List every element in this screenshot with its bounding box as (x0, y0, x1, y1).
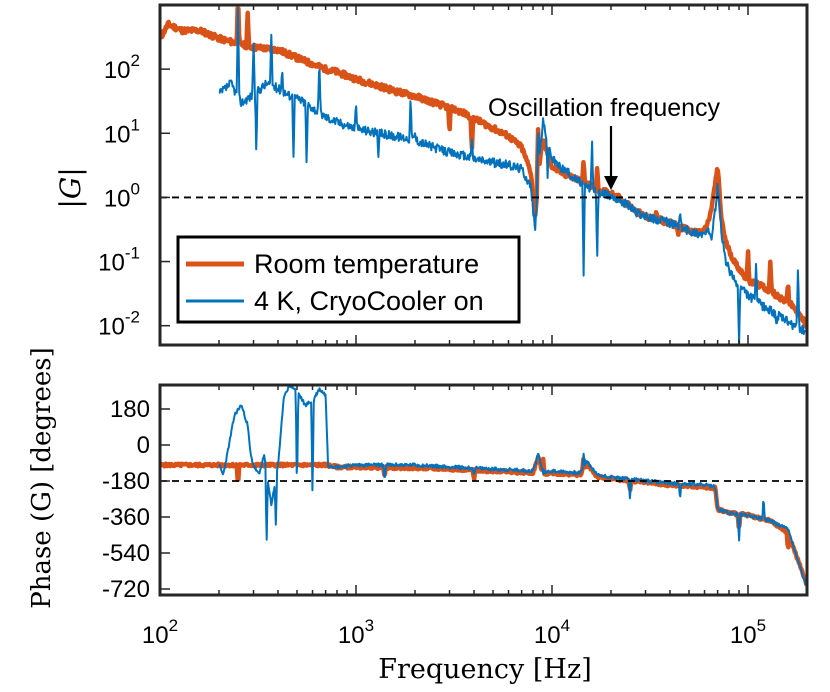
magnitude-y-tick-label: 10-2 (98, 308, 140, 341)
magnitude-y-tick-label: 102 (104, 51, 140, 84)
phase-y-tick-label: -180 (102, 468, 150, 495)
phase-ticks: -720 -540 -360 -180 0 180 102 103 104 105 (102, 385, 808, 649)
phase-y-tick-label: -720 (102, 576, 150, 603)
x-tick-label: 105 (730, 616, 766, 649)
phase-y-tick-label: 180 (110, 396, 150, 423)
legend-box (176, 235, 521, 324)
phase-y-axis-label: Phase (G) [degrees] (27, 347, 57, 609)
phase-y-tick-label: -360 (102, 504, 150, 531)
annotation-arrow-head (604, 176, 618, 190)
magnitude-y-tick-label: 100 (104, 179, 140, 212)
phase-y-tick-label: -540 (102, 540, 150, 567)
phase-series-room-temperature (160, 454, 807, 587)
phase-series-group (160, 385, 807, 588)
oscillation-frequency-annotation: Oscillation frequency (488, 94, 721, 122)
phase-panel: -720 -540 -360 -180 0 180 102 103 104 105 Phase (… (27, 347, 809, 685)
x-axis-label: Frequency [Hz] (378, 654, 591, 685)
x-tick-label: 102 (142, 616, 178, 649)
legend: Room temperature 4 K, CryoCooler on (176, 235, 521, 324)
magnitude-series-room-temperature (160, 6, 807, 330)
magnitude-series-4k-cryocooler (218, 7, 807, 345)
x-tick-label: 104 (534, 616, 570, 649)
magnitude-y-tick-label: 101 (104, 115, 140, 148)
x-tick-label: 103 (338, 616, 374, 649)
magnitude-axes-box (158, 3, 809, 347)
magnitude-y-tick-label: 10-1 (98, 244, 140, 277)
phase-axes-box (158, 383, 809, 597)
magnitude-y-axis-label: |G| (54, 167, 87, 208)
phase-y-tick-label: 0 (137, 432, 150, 459)
legend-label-room-temperature: Room temperature (254, 249, 479, 279)
magnitude-ticks: 10-2 10-1 100 101 102 (98, 5, 808, 345)
phase-series-4k-cryocooler (218, 385, 807, 588)
legend-label-4k-cryocooler: 4 K, CryoCooler on (254, 286, 484, 316)
magnitude-series-group (160, 6, 807, 345)
